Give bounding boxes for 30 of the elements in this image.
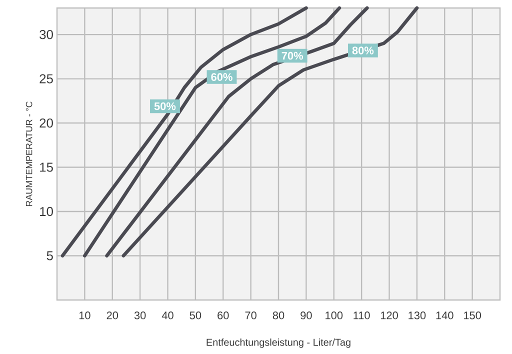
x-tick-label: 20 <box>106 312 118 320</box>
y-tick-label: 15 <box>40 162 53 172</box>
y-tick-label: 20 <box>40 118 53 128</box>
x-axis-title: Entfeuchtungsleistung - Liter/Tag <box>206 338 350 348</box>
y-tick-label: 5 <box>46 251 53 260</box>
x-tick-label: 70 <box>245 312 256 320</box>
x-tick-label: 150 <box>464 312 482 320</box>
annotation: 50% <box>154 102 176 110</box>
y-tick-label: 30 <box>40 30 53 40</box>
x-tick-label: 30 <box>134 312 146 320</box>
y-axis-title: RAUMTEMPERATUR - °C <box>26 102 32 206</box>
x-tick-label: 40 <box>162 312 174 320</box>
annotation: 80% <box>352 46 374 54</box>
x-tick-label: 120 <box>380 312 398 320</box>
line-series <box>82 6 342 258</box>
annotation: 70% <box>282 52 304 60</box>
y-tick-label: 25 <box>40 74 53 84</box>
x-tick-label: 110 <box>354 312 370 320</box>
x-tick-label: 140 <box>436 312 454 320</box>
x-tick-label: 90 <box>300 312 312 320</box>
x-tick-label: 130 <box>408 312 426 320</box>
x-tick-label: 60 <box>218 312 229 320</box>
x-tick-label: 80 <box>272 312 284 320</box>
x-tick-label: 10 <box>79 312 90 320</box>
x-tick-label: 100 <box>326 312 343 320</box>
line-series <box>60 6 308 258</box>
y-tick-label: 10 <box>40 206 53 216</box>
annotation: 60% <box>211 73 232 81</box>
x-tick-label: 50 <box>190 312 202 320</box>
line-series <box>122 6 419 258</box>
